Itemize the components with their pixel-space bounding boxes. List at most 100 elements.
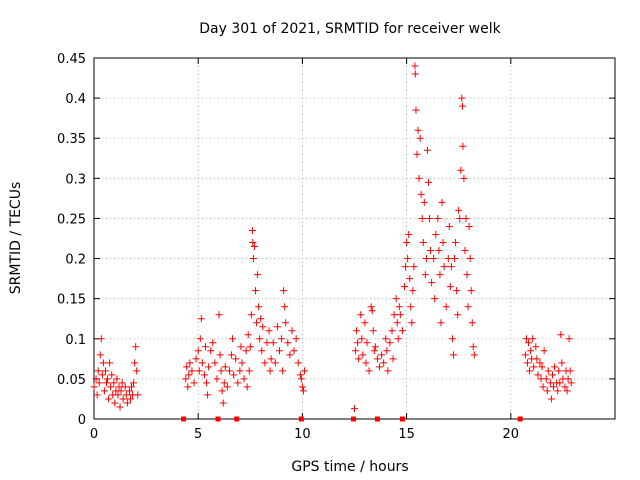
data-point (108, 371, 116, 379)
data-point (521, 351, 529, 359)
data-point (530, 363, 538, 371)
data-point (244, 331, 252, 339)
data-point (403, 239, 411, 247)
data-point (389, 355, 397, 363)
data-point (188, 367, 196, 375)
data-point (561, 383, 569, 391)
data-point (407, 303, 415, 311)
data-point (546, 379, 554, 387)
baseline-marker (298, 416, 304, 422)
data-point (196, 335, 204, 343)
data-point (228, 351, 236, 359)
data-point (354, 339, 362, 347)
data-point (455, 206, 463, 214)
data-point (269, 339, 277, 347)
data-point (424, 178, 432, 186)
data-point (440, 263, 448, 271)
data-point (357, 311, 365, 319)
data-point (280, 287, 288, 295)
data-point (547, 395, 555, 403)
data-point (114, 391, 122, 399)
data-point (185, 371, 193, 379)
data-point (205, 363, 213, 371)
data-point (218, 387, 226, 395)
data-point (279, 367, 287, 375)
data-point (566, 367, 574, 375)
data-point (423, 146, 431, 154)
data-point (211, 359, 219, 367)
data-point (533, 355, 541, 363)
data-point (101, 367, 109, 375)
data-point (300, 367, 308, 375)
data-point (195, 367, 203, 375)
data-point (458, 102, 466, 110)
data-point (252, 287, 260, 295)
data-point (278, 335, 286, 343)
data-point (383, 347, 391, 355)
data-point (469, 343, 477, 351)
data-point (446, 283, 454, 291)
data-point (454, 311, 462, 319)
data-point (242, 347, 250, 355)
data-point (369, 327, 377, 335)
data-point (540, 347, 548, 355)
data-point (258, 347, 266, 355)
data-point (220, 379, 228, 387)
data-point (111, 399, 119, 407)
data-point (216, 351, 224, 359)
data-point (522, 335, 530, 343)
y-tick-label: 0 (78, 413, 86, 428)
data-point (427, 247, 435, 255)
data-point (363, 339, 371, 347)
data-point (263, 339, 271, 347)
data-point (105, 395, 113, 403)
x-tick-label: 10 (294, 427, 311, 442)
data-point (398, 327, 406, 335)
data-point (550, 383, 558, 391)
data-point (126, 395, 134, 403)
data-point (254, 271, 262, 279)
data-point (117, 387, 125, 395)
data-point (110, 379, 118, 387)
data-point (556, 379, 564, 387)
data-point (393, 319, 401, 327)
data-point (298, 383, 306, 391)
data-point (465, 222, 473, 230)
data-point (133, 367, 141, 375)
data-point (194, 347, 202, 355)
data-point (539, 383, 547, 391)
data-point (414, 126, 422, 134)
data-point (421, 271, 429, 279)
data-point (415, 174, 423, 182)
data-point (201, 343, 209, 351)
data-point (401, 283, 409, 291)
data-point (240, 375, 248, 383)
baseline-marker (181, 416, 187, 422)
data-point (183, 363, 191, 371)
data-point (96, 351, 104, 359)
data-point (411, 70, 419, 78)
data-point (419, 239, 427, 247)
data-point (422, 255, 430, 263)
data-point (542, 375, 550, 383)
data-point (532, 343, 540, 351)
y-axis-label: SRMTID / TECUs (8, 182, 24, 295)
x-tick-label: 15 (398, 427, 415, 442)
data-point (526, 367, 534, 375)
data-point (249, 239, 257, 247)
data-point (384, 367, 392, 375)
data-point (367, 303, 375, 311)
y-tick-label: 0.45 (57, 52, 86, 67)
data-point (437, 319, 445, 327)
data-point (250, 243, 258, 251)
data-point (558, 359, 566, 367)
data-point (447, 263, 455, 271)
data-point (103, 379, 111, 387)
data-point (232, 355, 240, 363)
data-point (100, 387, 108, 395)
data-point (392, 295, 400, 303)
data-point (219, 399, 227, 407)
data-point (182, 375, 190, 383)
data-point (243, 383, 251, 391)
data-point (395, 303, 403, 311)
